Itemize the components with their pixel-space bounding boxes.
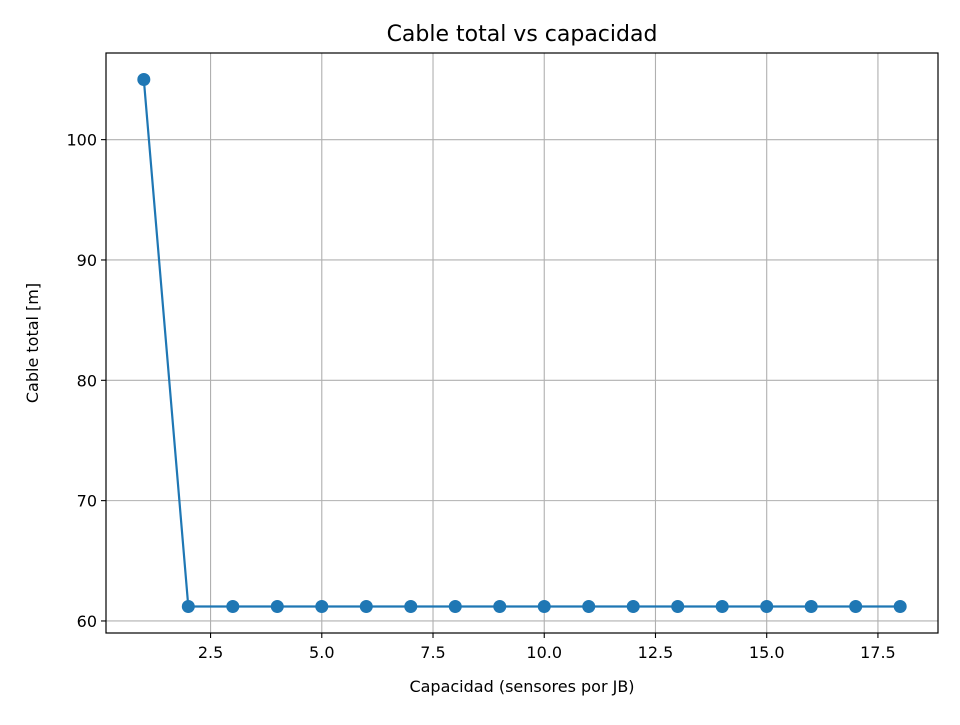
x-tick-label: 10.0: [526, 643, 562, 662]
y-tick-label: 70: [77, 492, 97, 511]
y-axis-title: Cable total [m]: [23, 283, 42, 403]
series-line: [137, 72, 907, 614]
data-point: [760, 600, 774, 614]
data-point: [626, 600, 640, 614]
x-tick-label: 15.0: [749, 643, 785, 662]
data-point: [226, 600, 240, 614]
x-axis-title: Capacidad (sensores por JB): [409, 677, 634, 696]
plot-frame: [105, 52, 939, 634]
data-point: [671, 600, 685, 614]
x-tick-label: 12.5: [638, 643, 674, 662]
y-axis: 60 70 80 90 100: [66, 131, 106, 631]
data-point: [315, 600, 329, 614]
data-point: [493, 600, 507, 614]
data-point: [537, 600, 551, 614]
x-tick-label: 17.5: [860, 643, 896, 662]
x-tick-label: 5.0: [309, 643, 334, 662]
y-tick-label: 60: [77, 612, 97, 631]
data-point: [448, 600, 462, 614]
data-point: [359, 600, 373, 614]
data-point: [715, 600, 729, 614]
data-point: [404, 600, 418, 614]
data-point: [270, 600, 284, 614]
data-point: [181, 600, 195, 614]
y-tick-label: 100: [66, 131, 97, 150]
data-point: [582, 600, 596, 614]
series-path: [142, 79, 901, 608]
x-tick-label: 7.5: [420, 643, 445, 662]
x-axis: 2.5 5.0 7.5 10.0 12.5 15.0 17.5: [198, 633, 896, 662]
data-point: [849, 600, 863, 614]
grid: [106, 53, 938, 633]
data-point: [893, 600, 907, 614]
y-tick-label: 80: [77, 371, 97, 390]
chart-title: Cable total vs capacidad: [387, 22, 658, 47]
data-point: [137, 72, 151, 86]
x-tick-label: 2.5: [198, 643, 223, 662]
data-point: [804, 600, 818, 614]
y-tick-label: 90: [77, 251, 97, 270]
